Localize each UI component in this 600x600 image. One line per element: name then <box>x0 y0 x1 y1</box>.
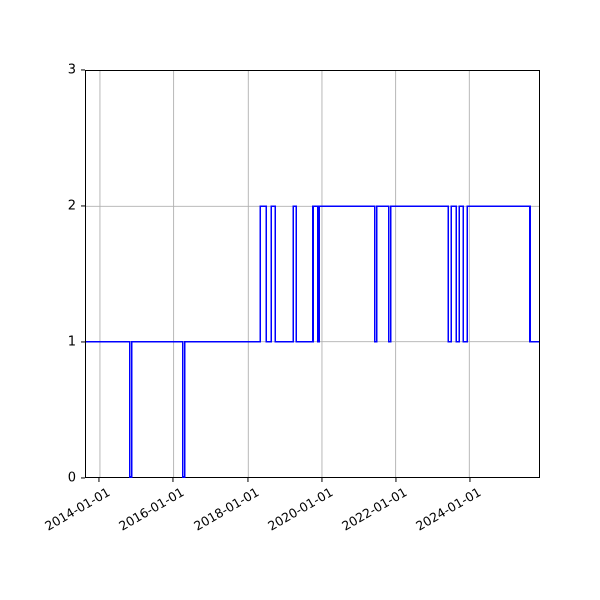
x-tick-label: 2014-01-01 <box>42 484 113 534</box>
x-tick-label: 2022-01-01 <box>339 484 410 534</box>
x-tick-mark <box>321 478 323 482</box>
plot-area <box>85 70 540 478</box>
series-line-value <box>86 205 539 478</box>
x-tick-mark <box>98 478 100 482</box>
y-tick-label: 1 <box>67 334 76 350</box>
gridlines <box>86 71 539 477</box>
x-tick-mark <box>247 478 249 482</box>
y-tick-label: 0 <box>67 470 76 486</box>
x-tick-label: 2016-01-01 <box>116 484 187 534</box>
x-tick-mark <box>395 478 397 482</box>
x-tick-label: 2020-01-01 <box>265 484 336 534</box>
x-tick-label: 2018-01-01 <box>191 484 262 534</box>
x-tick-mark <box>172 478 174 482</box>
x-tick-mark <box>469 478 471 482</box>
x-tick-label: 2024-01-01 <box>413 484 484 534</box>
y-tick-label: 2 <box>67 198 76 214</box>
y-tick-label: 3 <box>67 62 76 78</box>
data-series-line <box>86 205 539 478</box>
